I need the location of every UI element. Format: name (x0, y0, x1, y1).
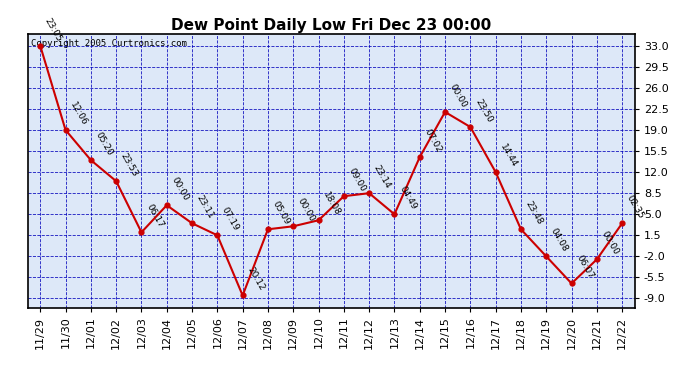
Point (617, 220, 628, 226)
Text: 04:49: 04:49 (397, 185, 418, 211)
Text: 23:11: 23:11 (195, 194, 215, 220)
Point (591, 256, 602, 262)
Point (465, 124, 476, 130)
Point (262, 226, 273, 232)
Point (490, 169, 501, 175)
Text: 00:00: 00:00 (296, 196, 317, 223)
Point (161, 202, 172, 208)
Point (237, 292, 248, 298)
Text: 20:12: 20:12 (246, 266, 266, 293)
Text: 05:20: 05:20 (94, 130, 115, 158)
Point (566, 280, 577, 286)
Text: 00:00: 00:00 (600, 230, 620, 256)
Text: 23:14: 23:14 (372, 164, 393, 190)
Point (515, 226, 526, 232)
Point (364, 190, 375, 196)
Point (110, 178, 121, 184)
Point (440, 109, 451, 115)
Text: Copyright 2005 Curtronics.com: Copyright 2005 Curtronics.com (30, 39, 186, 48)
Text: 23:05: 23:05 (43, 16, 63, 43)
Text: 09:00: 09:00 (346, 166, 367, 194)
Text: 00:00: 00:00 (170, 176, 190, 202)
Text: 00:00: 00:00 (448, 82, 469, 109)
Point (541, 254, 552, 260)
Point (414, 154, 425, 160)
Text: 23:53: 23:53 (119, 152, 139, 178)
Point (389, 211, 400, 217)
Text: 02:35: 02:35 (625, 194, 646, 220)
Text: 07:02: 07:02 (422, 128, 443, 154)
Text: 18:08: 18:08 (322, 190, 342, 217)
Title: Dew Point Daily Low Fri Dec 23 00:00: Dew Point Daily Low Fri Dec 23 00:00 (171, 18, 491, 33)
Text: 05:09: 05:09 (270, 200, 291, 226)
Text: 23:48: 23:48 (524, 200, 544, 226)
Point (288, 223, 299, 229)
Point (186, 220, 197, 226)
Text: 14:44: 14:44 (498, 143, 519, 170)
Point (60, 127, 71, 133)
Text: 12:06: 12:06 (68, 100, 89, 127)
Text: 04:08: 04:08 (549, 227, 570, 254)
Text: 07:19: 07:19 (220, 206, 241, 232)
Point (86, 157, 97, 163)
Point (338, 193, 349, 199)
Point (313, 217, 324, 223)
Point (212, 232, 223, 238)
Text: 06:07: 06:07 (574, 254, 595, 280)
Point (34, 43, 46, 49)
Text: 23:50: 23:50 (473, 98, 494, 124)
Text: 06:17: 06:17 (144, 202, 165, 229)
Point (136, 229, 147, 235)
